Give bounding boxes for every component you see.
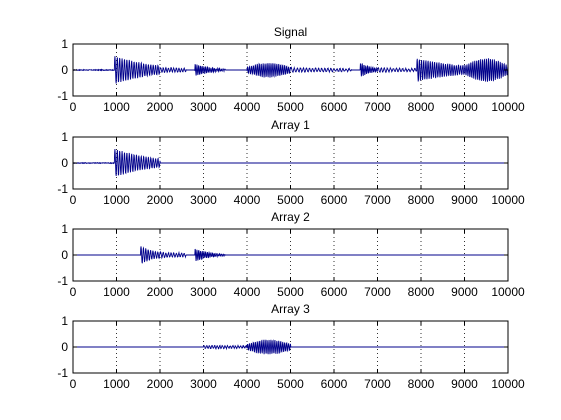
chart-3: 0 1000 2000 3000 4000 5000 6000 7000 8000 9000 100… (57, 210, 525, 299)
y-tick-label: 1 (61, 37, 68, 51)
y-tick-label: 1 (61, 222, 68, 236)
x-tick-label: 9000 (451, 285, 478, 299)
chart-title: Array 2 (271, 210, 310, 224)
x-tick-label: 4000 (234, 377, 261, 391)
x-tick-label: 9000 (451, 377, 478, 391)
x-tick-label: 10000 (491, 193, 525, 207)
x-tick-label: 4000 (234, 285, 261, 299)
x-tick-label: 2000 (147, 377, 174, 391)
x-tick-label: 6000 (321, 100, 348, 114)
x-tick-label: 5000 (277, 377, 304, 391)
x-tick-label: 10000 (491, 377, 525, 391)
x-tick-label: 10000 (491, 285, 525, 299)
y-tick-label: 0 (61, 248, 68, 262)
y-tick-label: 0 (61, 156, 68, 170)
x-tick-label: 6000 (321, 377, 348, 391)
x-tick-label: 3000 (190, 100, 217, 114)
x-tick-label: 8000 (408, 377, 435, 391)
x-tick-label: 1000 (103, 285, 130, 299)
x-tick-label: 5000 (277, 100, 304, 114)
y-tick-label: 1 (61, 130, 68, 144)
x-tick-label: 9000 (451, 193, 478, 207)
series-line (73, 339, 508, 355)
x-tick-label: 5000 (277, 193, 304, 207)
y-tick-label: -1 (57, 274, 68, 288)
chart-title: Signal (274, 25, 307, 39)
y-tick-label: -1 (57, 366, 68, 380)
x-tick-label: 0 (70, 193, 77, 207)
x-tick-label: 7000 (364, 285, 391, 299)
y-tick-label: 0 (61, 340, 68, 354)
x-tick-label: 9000 (451, 100, 478, 114)
x-tick-label: 4000 (234, 100, 261, 114)
x-tick-label: 8000 (408, 285, 435, 299)
x-tick-label: 0 (70, 100, 77, 114)
x-tick-label: 4000 (234, 193, 261, 207)
x-tick-label: 6000 (321, 285, 348, 299)
x-tick-label: 5000 (277, 285, 304, 299)
x-tick-label: 0 (70, 285, 77, 299)
x-tick-label: 7000 (364, 193, 391, 207)
x-tick-label: 3000 (190, 285, 217, 299)
series-line (73, 246, 508, 264)
x-tick-label: 8000 (408, 193, 435, 207)
y-tick-label: 0 (61, 63, 68, 77)
x-tick-label: 2000 (147, 100, 174, 114)
y-tick-label: 1 (61, 314, 68, 328)
x-tick-label: 0 (70, 377, 77, 391)
x-tick-label: 10000 (491, 100, 525, 114)
series-line (72, 149, 508, 177)
chart-4: 0 1000 2000 3000 4000 5000 6000 7000 8000 9000 100… (57, 302, 525, 391)
x-tick-label: 8000 (408, 100, 435, 114)
chart-1: 0 1000 2000 3000 4000 5000 6000 7000 8000 9000 100… (57, 25, 525, 114)
x-tick-label: 1000 (103, 100, 130, 114)
x-tick-label: 3000 (190, 193, 217, 207)
chart-title: Array 1 (271, 118, 310, 132)
chart-title: Array 3 (271, 302, 310, 316)
series-line (72, 56, 509, 84)
x-tick-label: 7000 (364, 100, 391, 114)
x-tick-label: 3000 (190, 377, 217, 391)
chart-2: 0 1000 2000 3000 4000 5000 6000 7000 8000 9000 100… (57, 118, 525, 207)
x-tick-label: 1000 (103, 193, 130, 207)
y-tick-label: -1 (57, 182, 68, 196)
y-tick-label: -1 (57, 89, 68, 103)
x-tick-label: 7000 (364, 377, 391, 391)
x-tick-label: 1000 (103, 377, 130, 391)
x-tick-label: 2000 (147, 193, 174, 207)
x-tick-label: 2000 (147, 285, 174, 299)
x-tick-label: 6000 (321, 193, 348, 207)
